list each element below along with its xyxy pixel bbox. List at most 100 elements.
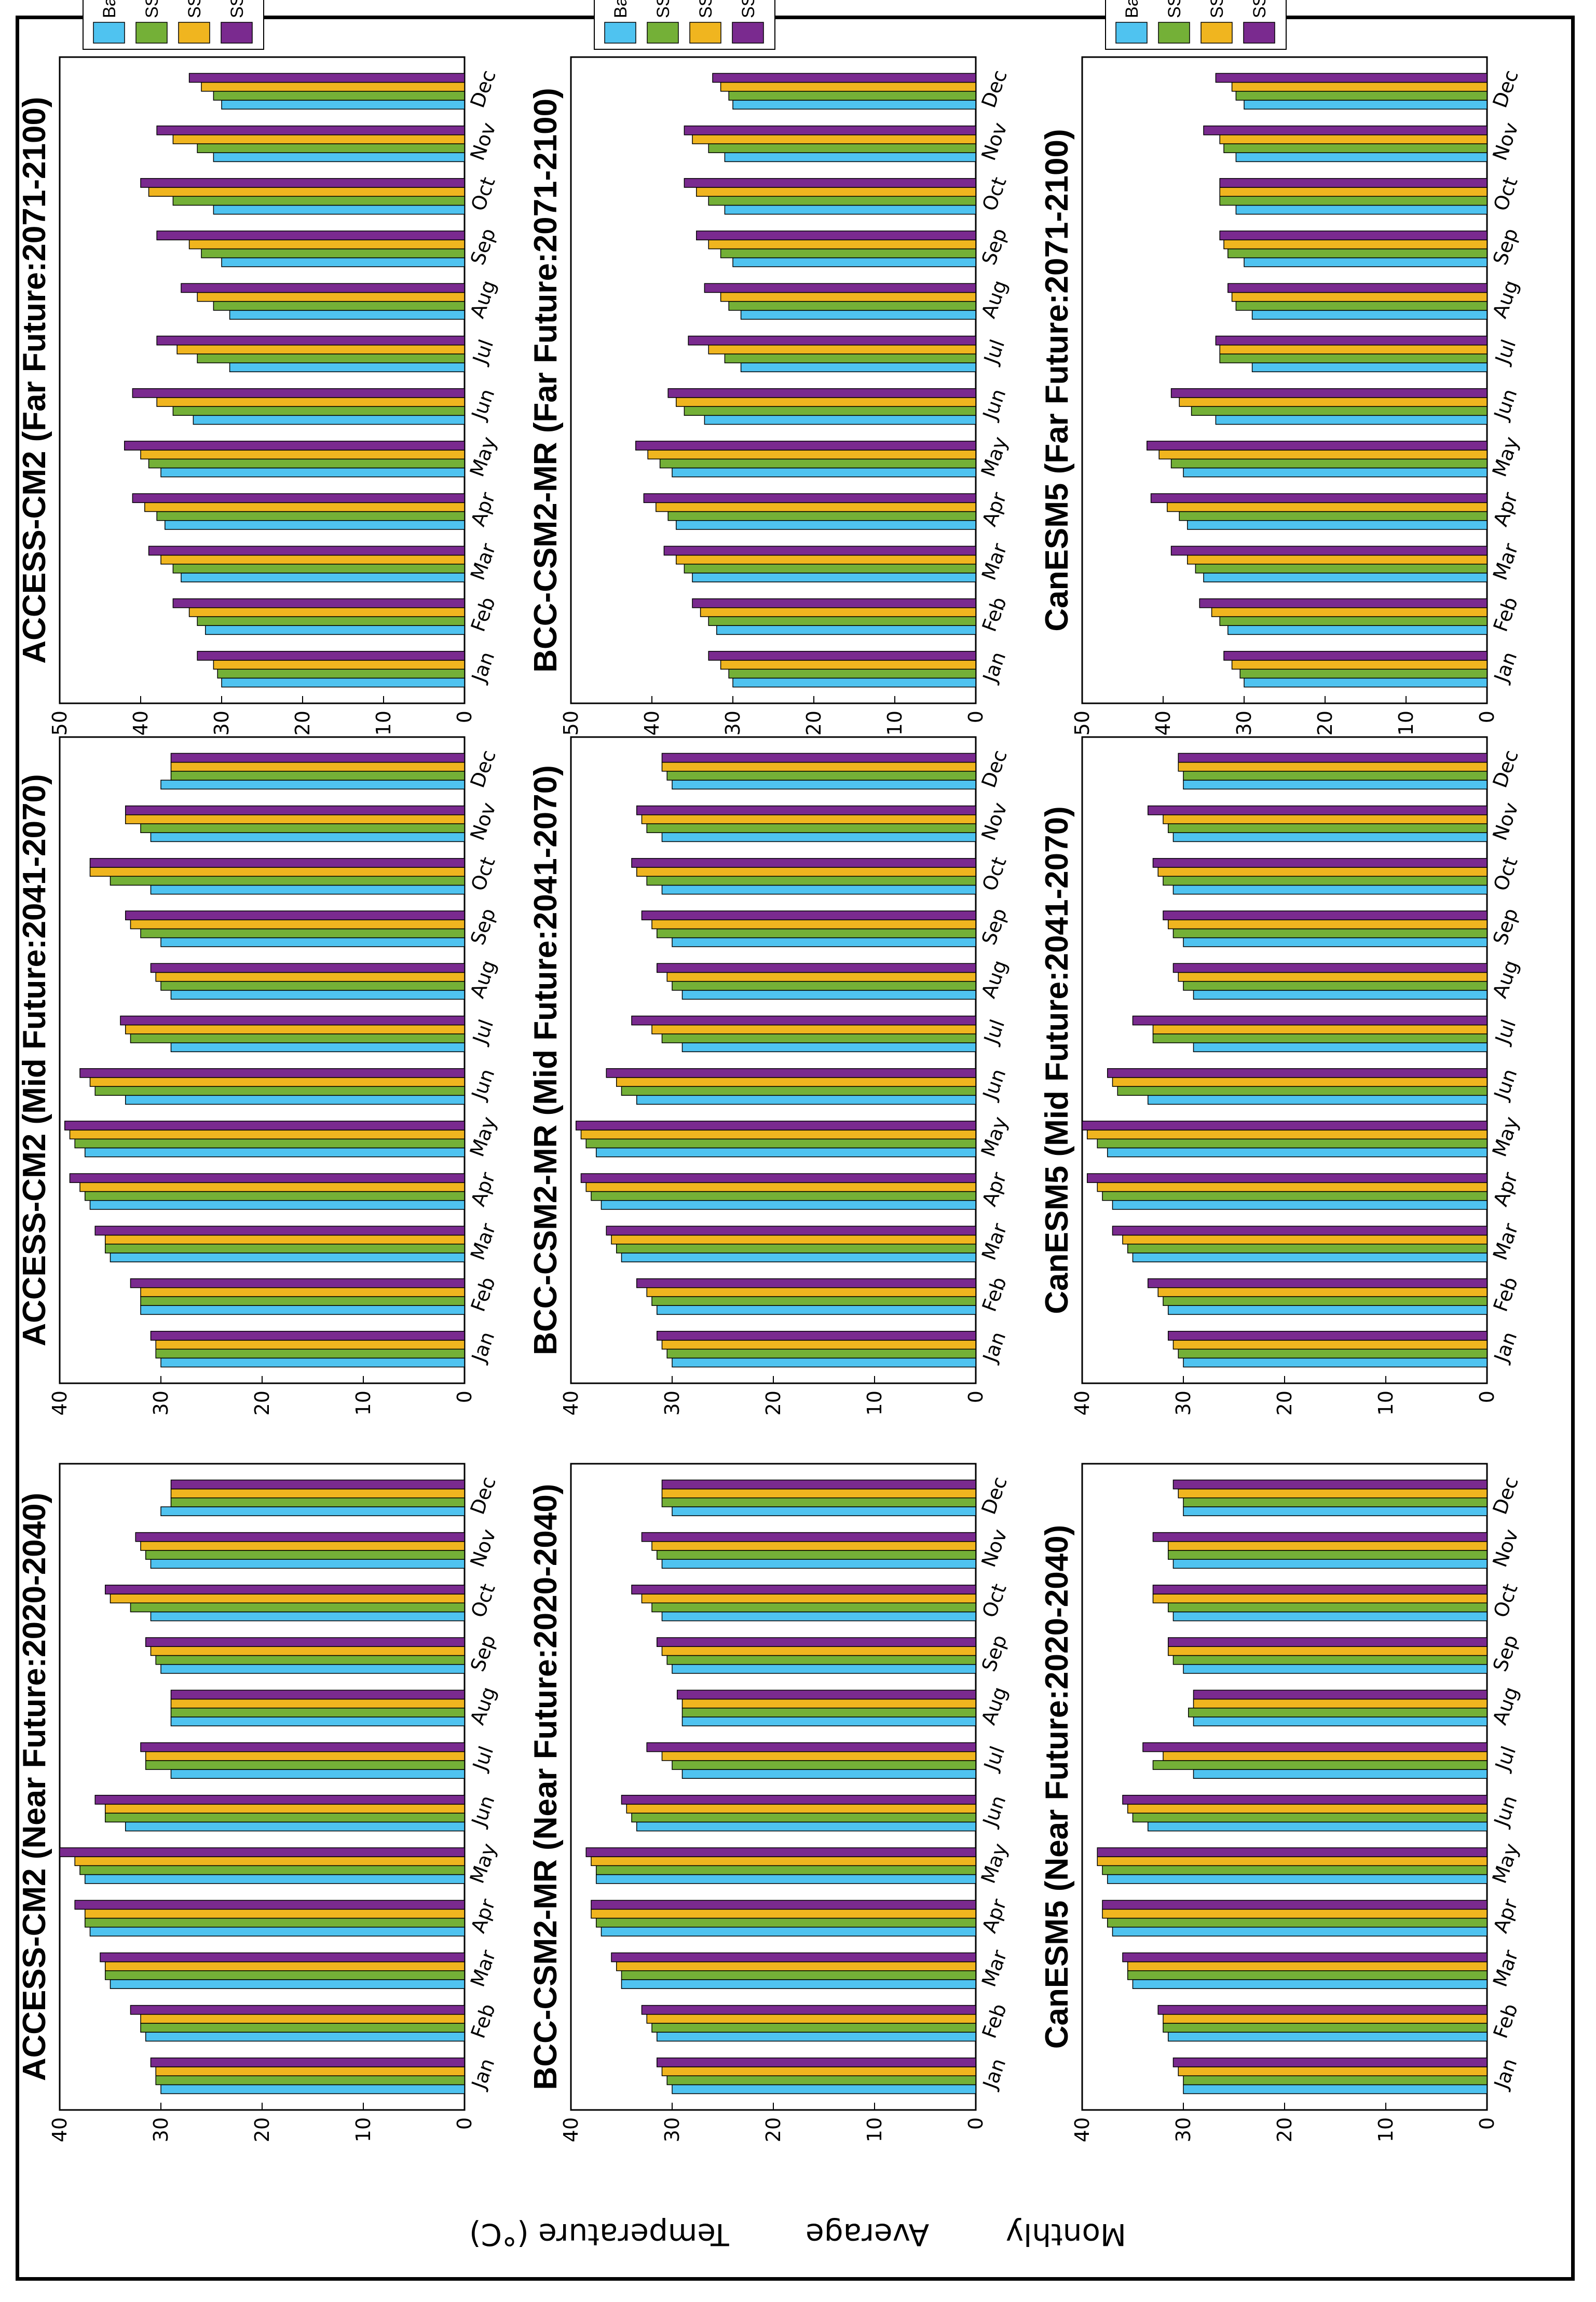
bar-ssp245-sep: [1172, 1655, 1488, 1665]
bar-baseline-jun: [1215, 415, 1488, 425]
bar-ssp585-feb: [1157, 2005, 1488, 2015]
y-tick-label: 40: [640, 711, 663, 735]
y-tick-label: 0: [1476, 711, 1498, 723]
bar-baseline-apr: [89, 1200, 465, 1210]
bar-ssp585-aug: [1227, 283, 1488, 293]
bar-ssp370-oct: [641, 1593, 976, 1603]
bar-ssp370-oct: [1157, 867, 1488, 877]
x-tick-label: Oct: [978, 174, 1011, 214]
panel-5: BCC-CSM2-MR (Mid Future:2041-2070) 0 10 20 3…: [528, 736, 1012, 1415]
bar-ssp585-jun: [94, 1794, 465, 1805]
y-tick-label: 30: [661, 2117, 684, 2142]
bar-ssp245-jan: [666, 2075, 976, 2086]
x-tick-label: Oct: [1489, 854, 1522, 894]
bar-ssp370-mar: [611, 1234, 976, 1245]
bar-ssp245-aug: [681, 1707, 976, 1718]
bar-baseline-oct: [661, 884, 976, 895]
bar-ssp370-oct: [636, 867, 976, 877]
x-tick-label: Apr: [467, 1896, 500, 1936]
bar-baseline-may: [160, 467, 465, 478]
bar-ssp585-may: [576, 1121, 976, 1130]
y-tick-label: 40: [129, 711, 152, 735]
bar-ssp370-may: [69, 1129, 465, 1140]
bar-ssp585-dec: [661, 1479, 976, 1490]
legend-swatch-baseline: [93, 22, 125, 44]
bar-baseline-dec: [672, 1506, 976, 1516]
bar-ssp370-may: [647, 449, 976, 460]
x-tick-label: Nov: [977, 799, 1012, 843]
y-tick-label: 50: [48, 711, 71, 735]
bar-baseline-jan: [221, 677, 465, 688]
bar-ssp585-aug: [181, 283, 465, 293]
y-tick-label: 0: [964, 711, 987, 723]
y-tick-label: 30: [1172, 2117, 1195, 2142]
bar-baseline-may: [1107, 1147, 1488, 1157]
bar-ssp370-apr: [144, 502, 465, 512]
bar-ssp370-jun: [626, 1804, 976, 1814]
bar-ssp370-mar: [616, 1961, 976, 1971]
x-tick-label: Nov: [1488, 119, 1523, 164]
x-tick-label: Jul: [468, 1016, 498, 1047]
bar-ssp585-oct: [105, 1585, 465, 1595]
bar-ssp245-sep: [720, 248, 976, 258]
y-tick-label: 30: [661, 1391, 684, 1415]
bar-ssp370-nov: [692, 134, 976, 144]
bar-ssp585-jan: [1223, 651, 1488, 661]
bar-ssp245-oct: [1163, 876, 1488, 886]
x-tick-label: Dec: [466, 747, 501, 791]
bar-baseline-feb: [716, 625, 976, 635]
x-tick-label: Jan: [978, 1329, 1010, 1366]
bar-ssp245-jun: [94, 1086, 465, 1096]
bar-ssp370-jun: [1127, 1804, 1488, 1814]
bar-ssp245-may: [1170, 458, 1488, 469]
bar-ssp585-mar: [1112, 1225, 1488, 1236]
bar-ssp370-sep: [1168, 919, 1488, 930]
bar-ssp370-dec: [201, 81, 465, 92]
x-tick-label: Aug: [466, 957, 500, 1001]
bar-baseline-feb: [1168, 1305, 1488, 1315]
bar-baseline-jan: [160, 2084, 465, 2094]
legend-box: [1105, 0, 1287, 50]
x-tick-label: Jul: [468, 1743, 498, 1774]
bar-ssp245-jul: [661, 1033, 976, 1043]
bar-ssp585-apr: [132, 493, 465, 503]
bar-ssp245-apr: [596, 1917, 976, 1928]
bar-ssp370-apr: [591, 1909, 976, 1919]
bar-baseline-dec: [1244, 100, 1488, 110]
bar-ssp585-mar: [611, 1952, 976, 1963]
panel-9: CanESM5 (Far Future:2071-2100) 0 10 20 30 40 5…: [1039, 0, 1523, 735]
bar-ssp370-jul: [708, 344, 976, 355]
bar-baseline-aug: [1193, 990, 1488, 1000]
bar-baseline-jul: [681, 1769, 976, 1779]
bar-ssp370-oct: [89, 867, 465, 877]
panel-1: ACCESS-CM2 (Near Future:2020-2040) 0 10 20 3…: [17, 1463, 501, 2142]
x-tick-label: Oct: [1489, 174, 1522, 214]
bar-ssp585-oct: [684, 178, 976, 188]
panel-title: CanESM5 (Far Future:2071-2100): [1039, 129, 1075, 631]
bar-ssp245-sep: [657, 928, 976, 938]
bar-baseline-sep: [672, 1664, 976, 1674]
bar-baseline-jun: [636, 1095, 976, 1105]
bar-baseline-aug: [170, 990, 465, 1000]
bar-ssp245-dec: [213, 91, 465, 101]
bar-ssp370-dec: [1231, 81, 1488, 92]
bar-ssp585-apr: [1150, 493, 1488, 503]
x-tick-label: May: [466, 433, 501, 480]
panel-title: BCC-CSM2-MR (Mid Future:2041-2070): [528, 765, 564, 1355]
bar-baseline-dec: [1183, 780, 1488, 789]
legend-swatch-ssp370: [689, 22, 721, 44]
x-tick-label: May: [977, 1840, 1012, 1886]
x-tick-label: Feb: [467, 594, 500, 634]
panels-group: ACCESS-CM2 (Near Future:2020-2040) 0 10 20 3…: [17, 0, 1523, 2142]
y-tick-label: 10: [352, 1391, 375, 1415]
x-tick-label: Nov: [1488, 1526, 1523, 1570]
legend-label-ssp245: SSP245: [142, 0, 162, 18]
legend-swatch-ssp245: [647, 22, 679, 44]
bar-ssp245-jul: [1152, 1033, 1488, 1043]
bar-ssp585-sep: [1219, 230, 1488, 240]
bar-baseline-oct: [724, 205, 976, 215]
bar-ssp245-jun: [105, 1813, 465, 1823]
bar-baseline-may: [1183, 467, 1488, 478]
bar-ssp585-feb: [692, 598, 976, 608]
x-tick-label: Sep: [466, 225, 500, 268]
